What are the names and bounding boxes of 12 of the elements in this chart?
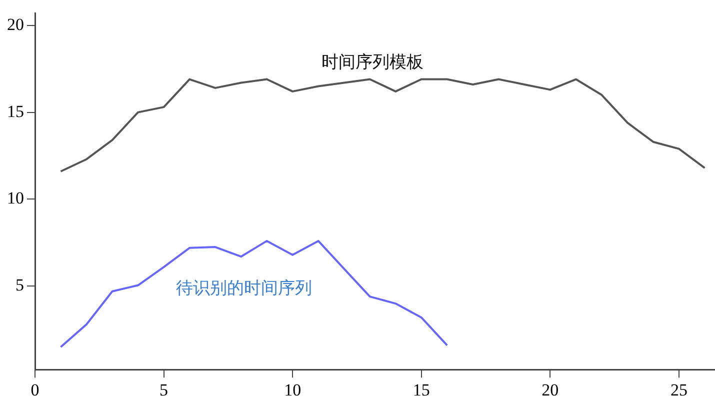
x-tick-label: 0 <box>30 380 40 400</box>
y-tick-label: 20 <box>7 14 24 34</box>
x-tick-label: 20 <box>542 380 559 400</box>
x-tick-label: 10 <box>284 380 302 400</box>
x-tick-label: 5 <box>160 380 168 400</box>
x-tick-label: 15 <box>412 380 430 400</box>
x-tick-label: 25 <box>670 380 688 400</box>
y-tick-label: 15 <box>7 102 24 121</box>
series-label: 待识别的时间序列 <box>176 278 312 298</box>
y-tick-label: 5 <box>16 276 24 295</box>
series-label: 时间序列模板 <box>322 52 424 73</box>
y-tick-label: 10 <box>7 188 24 208</box>
